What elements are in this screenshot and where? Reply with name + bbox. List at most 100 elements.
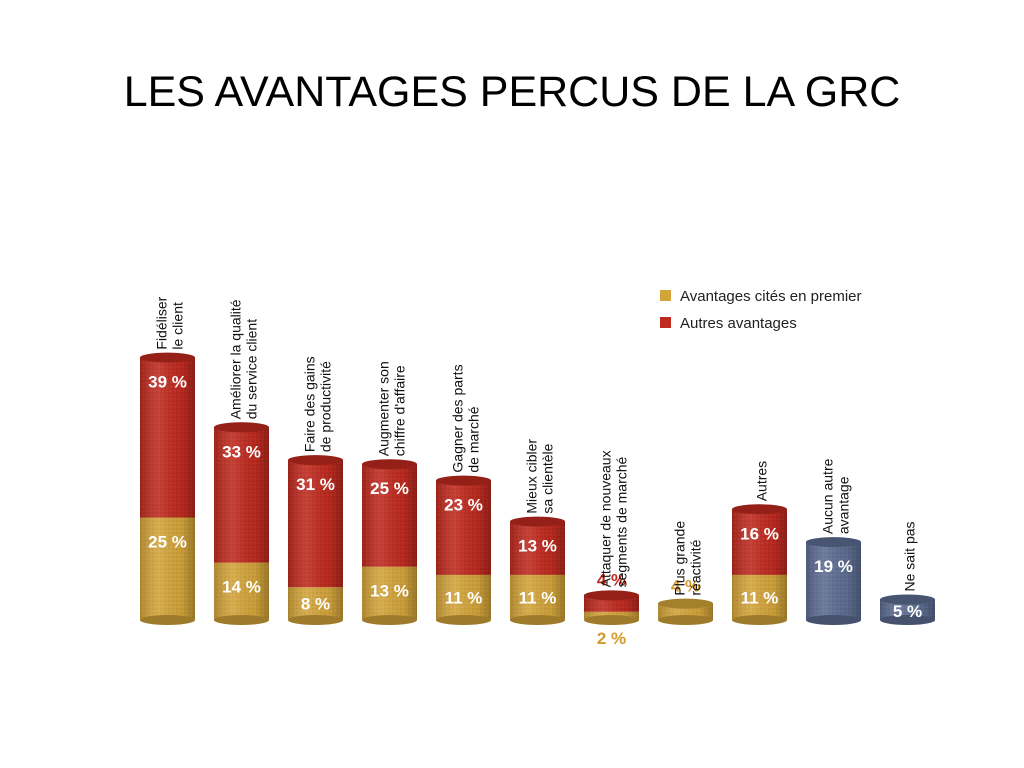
value-label: 11 % bbox=[445, 588, 483, 607]
value-label: 5 % bbox=[893, 602, 922, 621]
value-label: 31 % bbox=[296, 475, 335, 494]
bar-top bbox=[732, 504, 787, 515]
bar-top bbox=[806, 537, 861, 548]
bar-top bbox=[658, 598, 713, 609]
value-label: 4 % bbox=[597, 570, 626, 589]
bar-base bbox=[658, 615, 713, 625]
bar-group: 11 % 16 % Autres bbox=[732, 461, 787, 625]
legend-swatch bbox=[660, 290, 671, 301]
bar-shading bbox=[436, 574, 491, 620]
bar-group: 11 % 13 % Mieux ciblersa clientèle bbox=[510, 439, 565, 625]
bar-base bbox=[732, 615, 787, 625]
bar-shading bbox=[288, 460, 343, 588]
value-label: 23 % bbox=[444, 496, 483, 515]
category-label: Fidéliserle client bbox=[154, 296, 186, 349]
bar-base bbox=[806, 615, 861, 625]
value-label: 4 % bbox=[671, 577, 700, 596]
legend-label: Autres avantages bbox=[680, 315, 797, 332]
bar-base bbox=[140, 615, 195, 625]
bar-top bbox=[362, 459, 417, 470]
bar-base-shade bbox=[362, 615, 417, 625]
bar-shading bbox=[436, 480, 491, 575]
bar-shading bbox=[140, 357, 195, 518]
bar-shading bbox=[510, 574, 565, 620]
category-label: Attaquer de nouveauxsegments de marché bbox=[598, 450, 630, 587]
bar-group: 8 % 31 % Faire des gainsde productivité bbox=[288, 356, 343, 625]
chart-legend: Avantages cités en premier Autres avantag… bbox=[660, 288, 862, 332]
bar-shading bbox=[214, 427, 269, 563]
bar-top-shade bbox=[658, 598, 713, 609]
bar-base bbox=[288, 615, 343, 625]
value-label: 2 % bbox=[597, 629, 626, 648]
bar-base bbox=[510, 615, 565, 625]
category-label: Mieux ciblersa clientèle bbox=[524, 439, 556, 514]
value-label: 13 % bbox=[370, 582, 409, 601]
bar-group: 11 % 23 % Gagner des partsde marché bbox=[436, 364, 491, 625]
bar-shading bbox=[362, 464, 417, 567]
bar-base-shade bbox=[510, 615, 565, 625]
bar-base-shade bbox=[584, 615, 639, 625]
bar-top-shade bbox=[510, 516, 565, 527]
category-label: Augmenter sonchiffre d'affaire bbox=[376, 361, 408, 456]
bar-group: 2 % 4 %Attaquer de nouveauxsegments de ma… bbox=[584, 450, 639, 648]
bar-top bbox=[510, 516, 565, 527]
bar-group: 25 % 39 % Fidéliserle client bbox=[140, 296, 195, 625]
bar-top-shade bbox=[214, 422, 269, 433]
value-label: 11 % bbox=[741, 588, 779, 607]
bar-top bbox=[436, 475, 491, 486]
legend-swatch bbox=[660, 317, 671, 328]
bar-base-shade bbox=[732, 615, 787, 625]
bar-base-shade bbox=[140, 615, 195, 625]
bar-group: 4 %Plus granderéactivité bbox=[658, 521, 713, 625]
bar-top bbox=[584, 590, 639, 601]
category-label: Aucun autreavantage bbox=[820, 458, 852, 534]
bar-top-shade bbox=[288, 455, 343, 466]
bar-shading bbox=[880, 599, 935, 620]
bar-group: 14 % 33 % Améliorer la qualitédu service c… bbox=[214, 299, 269, 625]
bar-base-shade bbox=[880, 615, 935, 625]
category-label: Faire des gainsde productivité bbox=[302, 356, 334, 452]
bar-top bbox=[288, 455, 343, 466]
value-label: 13 % bbox=[518, 537, 557, 556]
bar-top-shade bbox=[584, 590, 639, 601]
bar-base-shade bbox=[658, 615, 713, 625]
bar-top-shade bbox=[436, 475, 491, 486]
bar-base bbox=[214, 615, 269, 625]
bar-shading bbox=[732, 509, 787, 575]
category-label: Plus granderéactivité bbox=[672, 521, 704, 596]
value-label: 14 % bbox=[222, 578, 261, 597]
value-label: 33 % bbox=[222, 442, 261, 461]
bar-group: 19 % Aucun autreavantage bbox=[806, 458, 861, 625]
bar-base bbox=[880, 615, 935, 625]
bar-shading bbox=[288, 587, 343, 620]
bar-shading bbox=[806, 542, 861, 620]
category-label: Améliorer la qualitédu service client bbox=[228, 299, 260, 419]
bar-shading bbox=[362, 566, 417, 620]
bar-group: 13 % 25 % Augmenter sonchiffre d'affaire bbox=[362, 361, 417, 625]
bar-top-shade bbox=[880, 594, 935, 605]
bar-top bbox=[214, 422, 269, 433]
bar-top-shade bbox=[140, 352, 195, 363]
bar-top bbox=[880, 594, 935, 605]
bars-layer: 25 % 39 % Fidéliserle client 14 % 33 % Amélio… bbox=[140, 296, 935, 648]
category-label: Autres bbox=[754, 461, 770, 501]
bar-base-shade bbox=[806, 615, 861, 625]
category-label: Gagner des partsde marché bbox=[450, 364, 482, 472]
bar-top-shade bbox=[362, 459, 417, 470]
legend-item: Avantages cités en premier bbox=[660, 288, 862, 305]
bar-shading bbox=[140, 517, 195, 620]
value-label: 11 % bbox=[519, 588, 557, 607]
bar-shading bbox=[510, 521, 565, 575]
value-label: 39 % bbox=[148, 373, 187, 392]
bar-top-shade bbox=[732, 504, 787, 515]
bar-top bbox=[140, 352, 195, 363]
value-label: 8 % bbox=[301, 595, 330, 614]
bar-base-shade bbox=[288, 615, 343, 625]
bar-shading bbox=[214, 562, 269, 620]
legend-label: Avantages cités en premier bbox=[680, 288, 862, 305]
bar-base bbox=[362, 615, 417, 625]
value-label: 25 % bbox=[148, 533, 187, 552]
bar-group: 5 % Ne sait pas bbox=[880, 521, 935, 625]
bar-base-shade bbox=[436, 615, 491, 625]
